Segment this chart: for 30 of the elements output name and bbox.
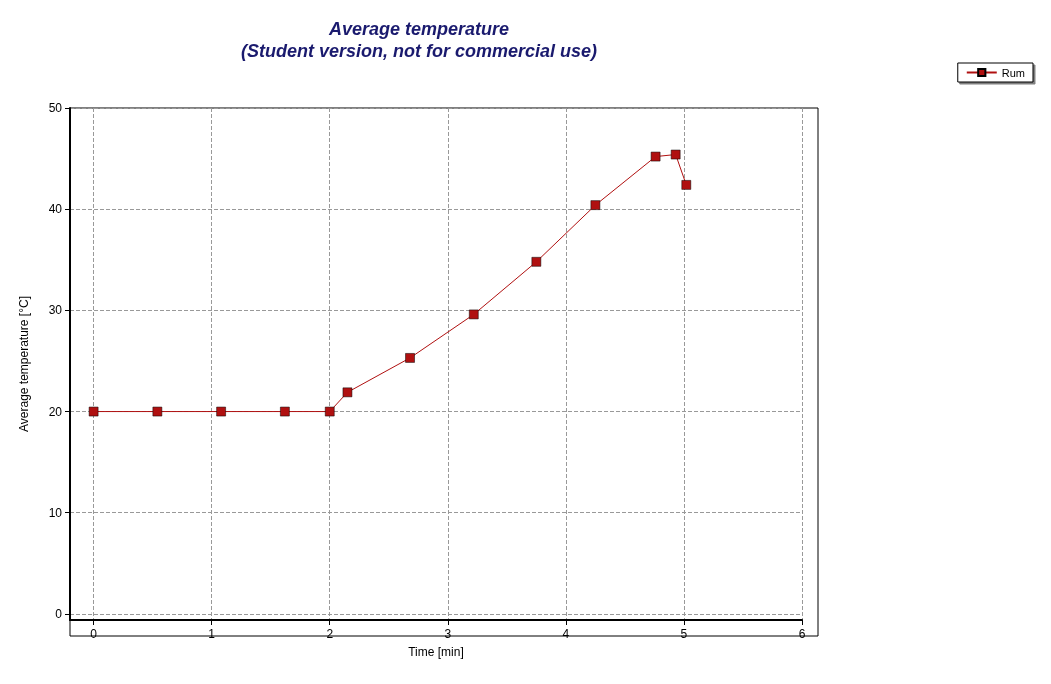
- y-tick-label: 50: [48, 101, 63, 115]
- x-tick-label: 5: [680, 627, 688, 641]
- y-tick-label: 30: [48, 303, 63, 318]
- x-tick-label: 2: [326, 627, 334, 641]
- chart-title: Average temperature (Student version, not for commercial use): [240, 19, 598, 61]
- point: [405, 353, 415, 363]
- y-tick-label: 0: [55, 606, 63, 621]
- point: [670, 149, 681, 160]
- point: [88, 406, 99, 417]
- point: [342, 387, 353, 398]
- point: [590, 200, 601, 210]
- point: [280, 406, 290, 417]
- x-axis-title: Time [min]: [408, 645, 464, 659]
- point: [650, 151, 661, 162]
- point: [324, 406, 335, 417]
- point: [469, 309, 479, 320]
- y-tick-label: 10: [48, 505, 63, 520]
- point: [152, 406, 163, 417]
- x-tick-label: 1: [208, 627, 216, 641]
- x-tick-label: 6: [798, 627, 806, 641]
- y-tick-label: 40: [48, 202, 63, 217]
- point: [531, 257, 542, 267]
- x-tick-label: 0: [90, 627, 98, 641]
- x-tick-label: 4: [562, 627, 570, 641]
- point: [681, 180, 692, 190]
- point: [216, 406, 226, 417]
- legend-label: Rum: [1001, 66, 1026, 79]
- x-tick-label: 3: [444, 627, 452, 641]
- y-axis-title: Average temperature [°C]: [17, 296, 31, 432]
- y-tick-label: 20: [48, 404, 63, 419]
